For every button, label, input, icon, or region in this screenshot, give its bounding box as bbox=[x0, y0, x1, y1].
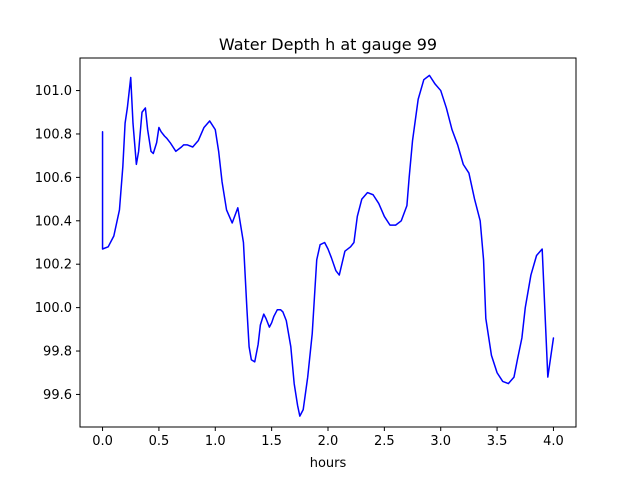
y-tick-label: 99.8 bbox=[43, 345, 72, 360]
y-tick-label: 101.0 bbox=[35, 84, 72, 99]
x-tick-label: 4.0 bbox=[543, 434, 564, 449]
y-tick-label: 100.8 bbox=[35, 127, 72, 142]
y-tick-label: 100.4 bbox=[35, 214, 72, 229]
x-axis: 0.0 0.5 1.0 1.5 2.0 2.5 3.0 3.5 4.0 bbox=[92, 427, 564, 449]
y-tick-label: 99.6 bbox=[43, 388, 72, 403]
series-line-0 bbox=[101, 74, 555, 417]
x-tick-label: 1.0 bbox=[205, 434, 226, 449]
y-tick-label: 100.6 bbox=[35, 171, 72, 186]
chart-title: Water Depth h at gauge 99 bbox=[219, 35, 437, 54]
x-tick-label: 2.5 bbox=[374, 434, 395, 449]
y-axis: 99.6 99.8 100.0 100.2 100.4 100.6 100.8 101.0 bbox=[35, 84, 80, 403]
x-tick-label: 3.5 bbox=[487, 434, 508, 449]
x-tick-label: 1.5 bbox=[261, 434, 282, 449]
x-tick-label: 0.5 bbox=[149, 434, 170, 449]
x-tick-label: 3.0 bbox=[430, 434, 451, 449]
x-axis-label: hours bbox=[310, 456, 347, 471]
y-tick-label: 100.0 bbox=[35, 301, 72, 316]
y-tick-label: 100.2 bbox=[35, 258, 72, 273]
x-tick-label: 0.0 bbox=[92, 434, 113, 449]
x-tick-label: 2.0 bbox=[318, 434, 339, 449]
